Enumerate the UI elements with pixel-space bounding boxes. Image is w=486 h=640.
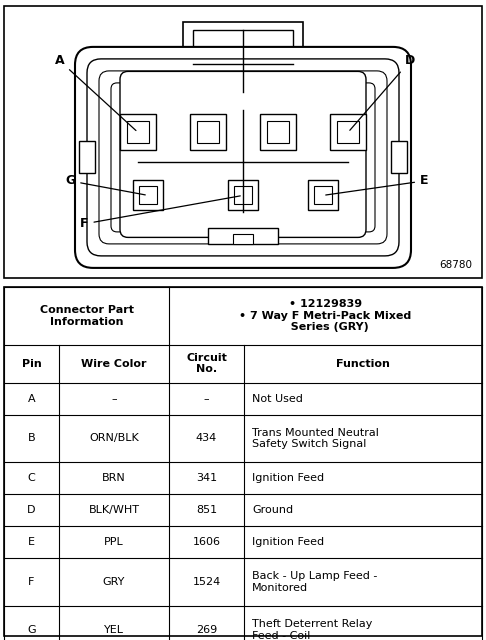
Text: 1606: 1606 [192, 537, 221, 547]
Text: E: E [326, 174, 429, 195]
Text: B: B [28, 433, 35, 444]
Text: F: F [80, 196, 240, 230]
Bar [260, 115, 296, 150]
Text: –: – [111, 394, 117, 404]
Bar [330, 115, 366, 150]
Bar [133, 180, 163, 211]
Text: –: – [204, 394, 209, 404]
Text: A: A [55, 54, 136, 131]
Bar [314, 186, 332, 204]
Text: 68780: 68780 [439, 260, 472, 270]
Text: Ground: Ground [252, 506, 293, 515]
Text: 1524: 1524 [192, 577, 221, 587]
Text: PPL: PPL [104, 537, 124, 547]
Text: A: A [28, 394, 35, 404]
Text: C: C [28, 474, 35, 483]
Text: ORN/BLK: ORN/BLK [89, 433, 139, 444]
Text: 341: 341 [196, 474, 217, 483]
Text: Connector Part
Information: Connector Part Information [39, 305, 134, 326]
Text: Wire Color: Wire Color [81, 358, 147, 369]
FancyBboxPatch shape [99, 71, 387, 244]
Bar [308, 180, 338, 211]
Text: 434: 434 [196, 433, 217, 444]
Bar [228, 180, 258, 211]
Text: Not Used: Not Used [252, 394, 303, 404]
Bar [79, 141, 95, 173]
Bar [197, 122, 219, 143]
Bar [267, 122, 289, 143]
Text: Pin: Pin [21, 358, 41, 369]
FancyBboxPatch shape [75, 47, 411, 268]
FancyBboxPatch shape [111, 83, 375, 232]
Text: F: F [28, 577, 35, 587]
Bar [391, 141, 407, 173]
Text: D: D [350, 54, 415, 131]
Bar [183, 22, 303, 102]
Text: G: G [27, 625, 36, 635]
FancyBboxPatch shape [120, 72, 366, 237]
Bar [120, 115, 156, 150]
Text: 269: 269 [196, 625, 217, 635]
Text: GRY: GRY [103, 577, 125, 587]
Bar [193, 93, 221, 108]
Text: Theft Deterrent Relay
Feed - Coil: Theft Deterrent Relay Feed - Coil [252, 620, 372, 640]
FancyBboxPatch shape [87, 59, 399, 256]
Text: Trans Mounted Neutral
Safety Switch Signal: Trans Mounted Neutral Safety Switch Sign… [252, 428, 379, 449]
Text: Circuit
No.: Circuit No. [186, 353, 227, 374]
Text: G: G [65, 174, 145, 195]
Bar [208, 228, 278, 244]
Bar [234, 186, 252, 204]
Bar [337, 122, 359, 143]
Text: D: D [27, 506, 36, 515]
Text: • 12129839
• 7 Way F Metri-Pack Mixed
  Series (GRY): • 12129839 • 7 Way F Metri-Pack Mixed Se… [240, 299, 412, 332]
Text: E: E [28, 537, 35, 547]
Bar [193, 30, 293, 92]
Text: Ignition Feed: Ignition Feed [252, 474, 324, 483]
Text: Function: Function [336, 358, 390, 369]
Text: BLK/WHT: BLK/WHT [88, 506, 139, 515]
Text: BRN: BRN [102, 474, 126, 483]
Text: Ignition Feed: Ignition Feed [252, 537, 324, 547]
Text: YEL: YEL [104, 625, 124, 635]
Bar [127, 122, 149, 143]
Bar [265, 93, 293, 108]
Text: Back - Up Lamp Feed -
Monitored: Back - Up Lamp Feed - Monitored [252, 572, 377, 593]
Bar [233, 234, 253, 244]
Bar [190, 115, 226, 150]
Text: 851: 851 [196, 506, 217, 515]
Bar [139, 186, 157, 204]
